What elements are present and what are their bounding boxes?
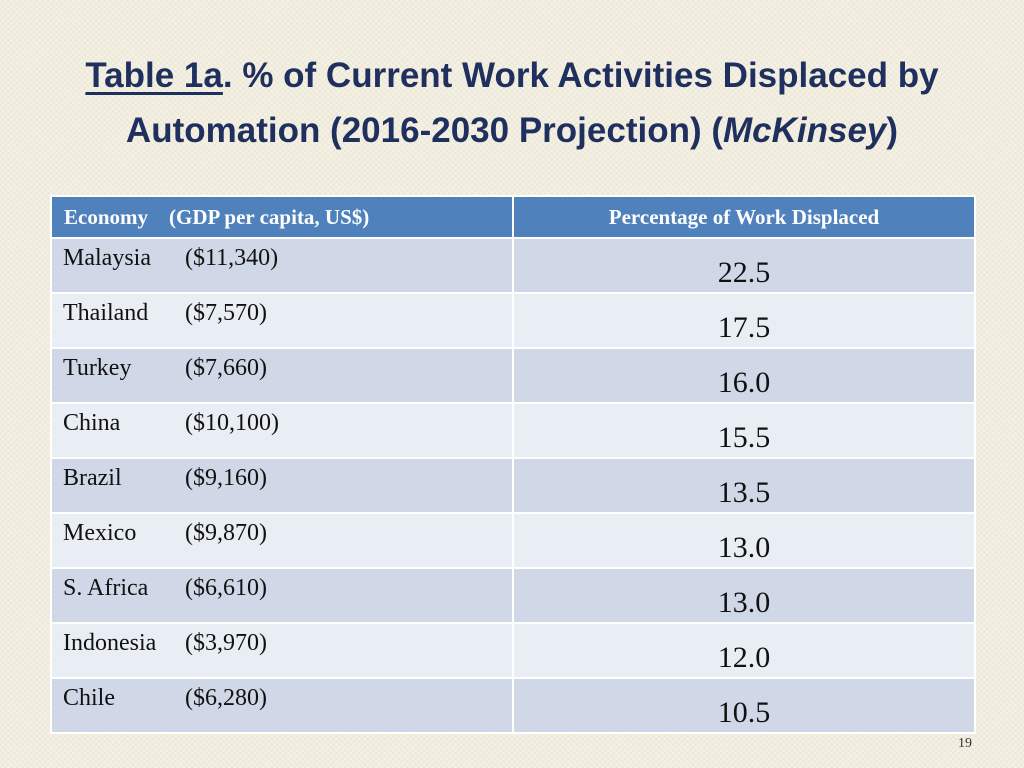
economy-cell: Malaysia ($11,340) (50, 237, 514, 294)
economy-name: China (63, 410, 121, 436)
table-row: Malaysia ($11,340) 22.5 (50, 237, 976, 294)
economy-cell: Turkey ($7,660) (50, 347, 514, 404)
table-header-row: Economy (GDP per capita, US$) Percentage… (50, 195, 976, 239)
table-row: Indonesia ($3,970) 12.0 (50, 622, 976, 679)
economy-name: Indonesia (63, 630, 157, 656)
table-row: Chile ($6,280) 10.5 (50, 677, 976, 734)
slide-title: Table 1a. % of Current Work Activities D… (0, 48, 1024, 158)
gdp-value: ($7,660) (185, 355, 267, 381)
gdp-value: ($9,160) (185, 465, 267, 491)
percentage-cell: 13.0 (512, 567, 976, 624)
percentage-cell: 15.5 (512, 402, 976, 459)
percentage-cell: 12.0 (512, 622, 976, 679)
percentage-cell: 16.0 (512, 347, 976, 404)
gdp-value: ($9,870) (185, 520, 267, 546)
page-number: 19 (958, 736, 972, 751)
work-displaced-table: Economy (GDP per capita, US$) Percentage… (50, 195, 976, 734)
gdp-value: ($6,280) (185, 685, 267, 711)
economy-name: Chile (63, 685, 115, 711)
economy-name: Malaysia (63, 245, 151, 271)
gdp-value: ($10,100) (185, 410, 279, 436)
title-end: ) (886, 111, 899, 150)
percentage-cell: 13.5 (512, 457, 976, 514)
economy-cell: Brazil ($9,160) (50, 457, 514, 514)
title-table-label: Table 1a (85, 56, 223, 95)
economy-cell: Thailand ($7,570) (50, 292, 514, 349)
table-row: China ($10,100) 15.5 (50, 402, 976, 459)
gdp-value: ($11,340) (185, 245, 279, 271)
table-row: Brazil ($9,160) 13.5 (50, 457, 976, 514)
gdp-value: ($6,610) (185, 575, 267, 601)
economy-name: S. Africa (63, 575, 149, 601)
economy-cell: Chile ($6,280) (50, 677, 514, 734)
percentage-cell: 10.5 (512, 677, 976, 734)
table-row: S. Africa ($6,610) 13.0 (50, 567, 976, 624)
table-row: Thailand ($7,570) 17.5 (50, 292, 976, 349)
economy-name: Turkey (63, 355, 132, 381)
economy-cell: S. Africa ($6,610) (50, 567, 514, 624)
economy-cell: Mexico ($9,870) (50, 512, 514, 569)
header-percentage: Percentage of Work Displaced (512, 195, 976, 239)
gdp-value: ($7,570) (185, 300, 267, 326)
percentage-cell: 13.0 (512, 512, 976, 569)
table-row: Turkey ($7,660) 16.0 (50, 347, 976, 404)
gdp-value: ($3,970) (185, 630, 267, 656)
percentage-cell: 17.5 (512, 292, 976, 349)
economy-cell: Indonesia ($3,970) (50, 622, 514, 679)
economy-name: Mexico (63, 520, 137, 546)
percentage-cell: 22.5 (512, 237, 976, 294)
table-row: Mexico ($9,870) 13.0 (50, 512, 976, 569)
economy-name: Thailand (63, 300, 149, 326)
economy-name: Brazil (63, 465, 122, 491)
economy-cell: China ($10,100) (50, 402, 514, 459)
title-source: McKinsey (723, 111, 887, 150)
title-text: . % of Current Work Activities Displaced… (125, 56, 939, 150)
header-economy: Economy (GDP per capita, US$) (50, 195, 514, 239)
